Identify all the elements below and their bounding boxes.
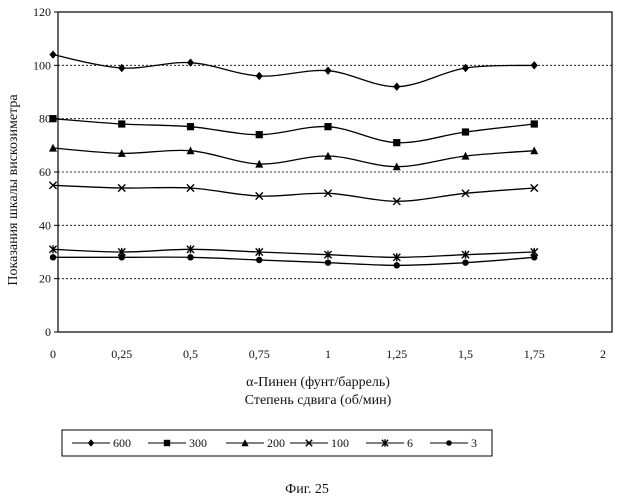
series-300 [49,115,537,146]
data-point-300 [393,139,400,146]
x-tick-label: 0,5 [183,347,198,361]
x-tick-label: 1,5 [458,347,473,361]
legend-label: 3 [471,436,477,450]
legend-label: 200 [267,436,285,450]
x-tick-label: 0 [50,347,56,361]
y-tick-label: 80 [39,112,51,126]
data-point-3 [462,259,468,265]
x-tick-label: 2 [600,347,606,361]
series-layer [49,50,538,268]
x-tick-label: 1 [325,347,331,361]
figure-caption: Фиг. 25 [285,482,329,497]
data-point-300 [256,131,263,138]
series-line-200 [53,148,534,167]
legend-label: 600 [113,436,131,450]
data-point-3 [394,262,400,268]
series-100 [49,182,537,205]
data-point-3 [187,254,193,260]
data-point-300 [49,115,56,122]
x-axis-title: α-Пинен (фунт/баррель) [246,375,390,390]
data-point-3 [119,254,125,260]
data-point-600 [324,66,331,74]
legend-label: 6 [407,436,413,450]
data-point-3 [50,254,56,260]
series-200 [49,144,538,170]
x-axis: 0 0,25 0,5 0,75 1 1,25 1,5 1,75 2 [50,347,606,361]
y-tick-label: 100 [33,58,51,72]
y-tick-label: 0 [45,325,51,339]
data-point-600 [531,61,538,69]
series-line-100 [53,185,534,201]
legend-label: 100 [331,436,349,450]
data-point-300 [187,123,194,130]
data-point-300 [324,123,331,130]
data-point-300 [531,120,538,127]
data-point-3 [325,259,331,265]
series-line-6 [53,249,534,257]
y-tick-label: 120 [33,5,51,19]
data-point-3 [531,254,537,260]
legend-marker [164,440,170,446]
plot-area [58,12,612,332]
data-point-600 [393,82,400,90]
x-axis-subtitle: Степень сдвига (об/мин) [245,393,392,408]
legend-marker [446,440,452,446]
x-tick-label: 0,25 [111,347,132,361]
x-tick-label: 1,75 [524,347,545,361]
data-point-3 [256,257,262,263]
data-point-600 [256,72,263,80]
x-tick-label: 0,75 [249,347,270,361]
legend-label: 300 [189,436,207,450]
data-point-300 [118,120,125,127]
y-tick-label: 40 [39,218,51,232]
data-point-300 [462,128,469,135]
series-line-600 [53,55,534,87]
y-tick-label: 60 [39,165,51,179]
y-axis-title: Показания шкалы вискозиметра [6,94,21,286]
x-tick-label: 1,25 [386,347,407,361]
y-tick-label: 20 [39,272,51,286]
series-600 [49,50,537,90]
